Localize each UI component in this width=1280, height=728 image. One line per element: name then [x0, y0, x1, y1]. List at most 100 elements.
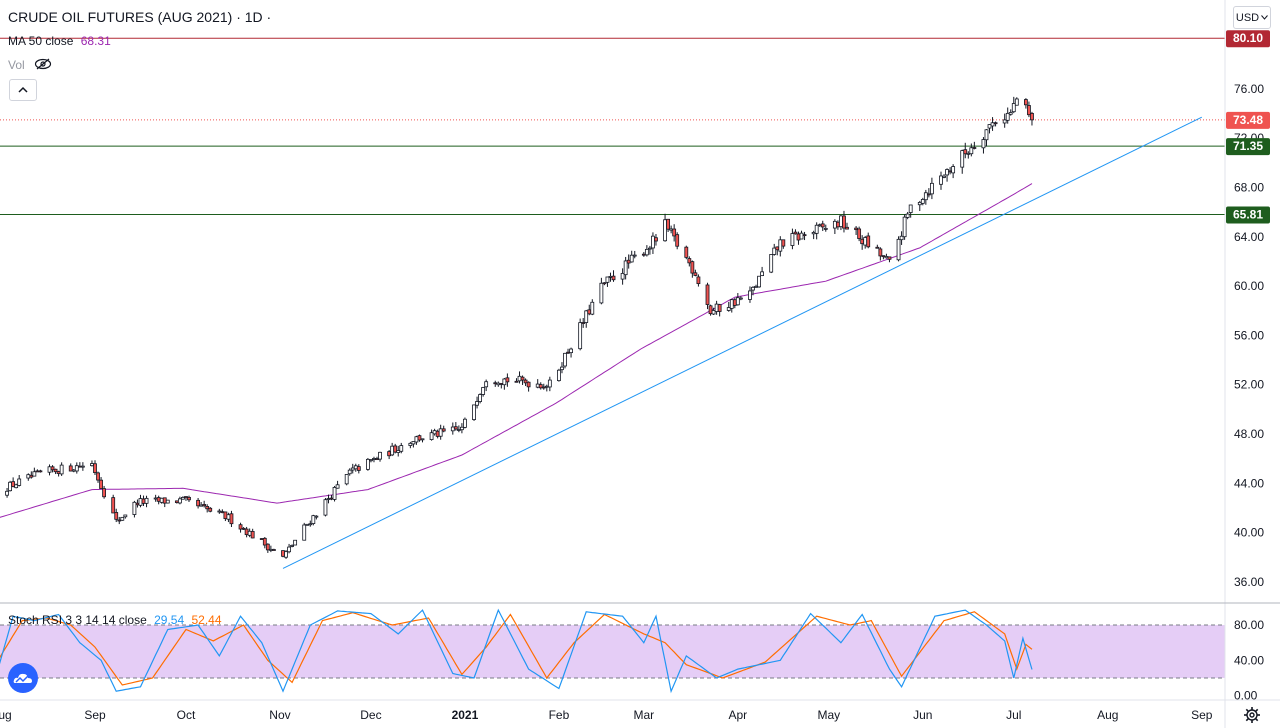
candle-body: [329, 497, 334, 500]
time-tick-label: Aug: [1097, 708, 1118, 722]
candle-body: [990, 122, 995, 127]
currency-selector[interactable]: USD: [1233, 6, 1271, 29]
candle-body: [132, 501, 137, 515]
candle-body: [463, 418, 467, 428]
candle-body: [738, 297, 743, 300]
candle-body: [387, 451, 392, 457]
candle-body: [629, 254, 634, 263]
candle-body: [1011, 103, 1016, 113]
candle-body: [456, 429, 461, 431]
candle-body: [53, 468, 58, 473]
candle-body: [569, 348, 573, 354]
candle-body: [138, 498, 143, 506]
candle-body: [478, 394, 482, 402]
candle-body: [757, 275, 761, 288]
candle-body: [860, 238, 865, 245]
candle-body: [1005, 112, 1010, 121]
candle-body: [441, 428, 446, 432]
candle-body: [514, 380, 519, 383]
candle-body: [684, 246, 689, 258]
candle-body: [523, 379, 528, 384]
candle-body: [162, 497, 167, 504]
candle-body: [153, 497, 158, 500]
candle-body: [802, 234, 807, 237]
hidden-eye-icon[interactable]: [34, 58, 52, 70]
collapse-legend-button[interactable]: [9, 79, 37, 101]
candle-body: [199, 504, 204, 507]
candle-body: [141, 498, 146, 504]
candle-body: [945, 169, 949, 176]
candle-body: [939, 175, 943, 185]
candle-body: [930, 182, 934, 195]
candle-body: [1014, 98, 1019, 106]
candle-body: [375, 458, 379, 461]
candle-body: [5, 490, 9, 496]
candle-body: [563, 352, 567, 367]
candle-body: [908, 204, 913, 213]
time-tick-label: May: [817, 708, 840, 722]
candle-body: [226, 514, 231, 520]
vol-legend[interactable]: Vol: [8, 58, 52, 72]
candle-body: [866, 235, 871, 248]
tradingview-logo[interactable]: [8, 663, 38, 693]
candle-body: [884, 256, 889, 259]
candle-body: [372, 458, 376, 460]
candle-body: [369, 459, 373, 462]
trendline-segment: [282, 116, 1202, 569]
stoch-rsi-tick-label: 80.00: [1234, 618, 1264, 632]
candle-body: [165, 499, 170, 504]
candle-body: [538, 384, 543, 389]
candle-body: [268, 548, 273, 551]
candle-body: [453, 426, 458, 430]
candle-body: [602, 282, 607, 285]
horizontal-lines[interactable]: [0, 37, 1225, 215]
candle-body: [265, 543, 270, 551]
candle-body: [11, 481, 16, 488]
candle-body: [790, 233, 795, 246]
currency-label: USD: [1235, 11, 1260, 24]
candle-body: [399, 445, 404, 452]
stoch-rsi-tick-label: 40.00: [1234, 653, 1264, 667]
candle-body: [347, 469, 352, 475]
candle-body: [96, 472, 100, 481]
candle-body: [796, 233, 801, 241]
price-tick-label: 76.00: [1234, 82, 1264, 96]
candle-body: [905, 213, 910, 218]
chart-title[interactable]: CRUDE OIL FUTURES (AUG 2021) · 1D ·: [8, 9, 271, 25]
candle-body: [102, 488, 106, 498]
candle-body: [502, 378, 507, 386]
stoch-rsi-legend[interactable]: Stoch RSI 3 3 14 14 close 29.54 52.44: [8, 613, 222, 627]
candle-body: [881, 255, 886, 258]
candle-body: [356, 466, 361, 471]
candle-body: [1024, 99, 1028, 106]
candle-body: [566, 351, 570, 354]
candle-body: [705, 284, 710, 305]
candle-body: [751, 286, 755, 291]
stoch-rsi-label: Stoch RSI 3 3 14 14 close: [8, 613, 147, 627]
candle-body: [117, 519, 122, 522]
trendline[interactable]: [282, 116, 1202, 569]
candle-body: [47, 466, 52, 473]
time-tick-label: Feb: [549, 708, 570, 722]
ma-legend[interactable]: MA 50 close 68.31: [8, 34, 111, 48]
candle-body: [123, 514, 128, 518]
candle-body: [202, 504, 207, 507]
candle-body: [272, 549, 276, 551]
candle-body: [857, 228, 862, 239]
candle-body: [74, 465, 79, 472]
candle-body: [26, 474, 31, 479]
candle-body: [481, 387, 486, 395]
price-tick-label: 48.00: [1234, 427, 1264, 441]
candle-body: [863, 237, 868, 246]
candle-body: [675, 234, 680, 247]
candle-body: [396, 450, 401, 453]
candle-body: [981, 139, 986, 149]
candle-body: [623, 260, 628, 276]
candle-body: [332, 487, 337, 500]
candle-body: [811, 232, 816, 235]
chevron-up-icon: [18, 86, 28, 93]
gear-icon[interactable]: [1243, 706, 1261, 724]
candle-body: [262, 537, 267, 546]
candle-body: [420, 438, 425, 441]
